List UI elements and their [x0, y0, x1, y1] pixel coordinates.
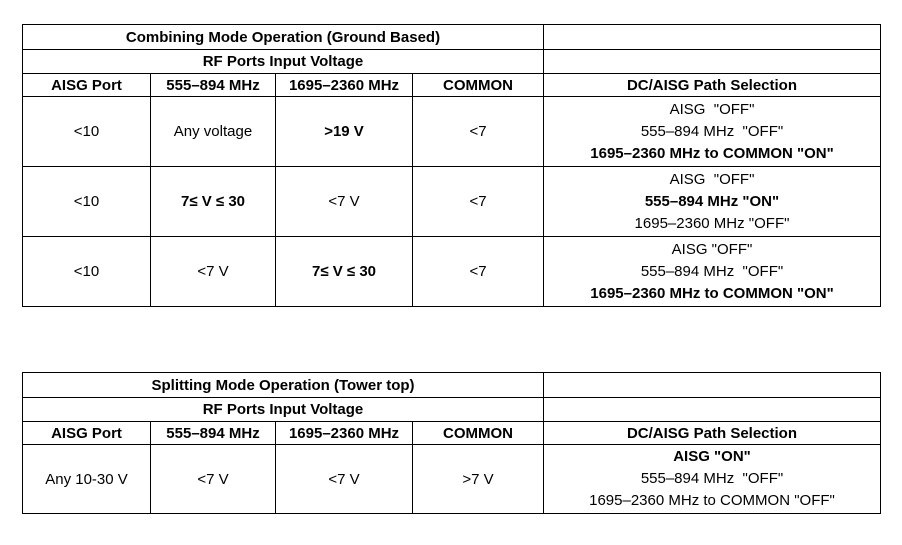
table-row: Any 10-30 V <7 V <7 V >7 V AISG "ON" 555…	[22, 444, 881, 514]
cell-1695-2360: 7≤ V ≤ 30	[275, 236, 413, 307]
cell-path-selection: AISG "OFF" 555–894 MHz "OFF" 1695–2360 M…	[543, 96, 881, 167]
table-title: Splitting Mode Operation (Tower top)	[22, 372, 544, 398]
cell-aisg-port: <10	[22, 236, 151, 307]
path-selection-line: AISG "ON"	[673, 448, 751, 465]
path-selection-line: 555–894 MHz "ON"	[644, 192, 780, 210]
path-selection-line: AISG "OFF"	[671, 240, 753, 258]
table-subtitle: RF Ports Input Voltage	[22, 397, 544, 422]
splitting-mode-table: Splitting Mode Operation (Tower top) RF …	[22, 372, 881, 514]
path-selection-line: 1695–2360 MHz to COMMON "OFF"	[589, 492, 835, 509]
table-title: Combining Mode Operation (Ground Based)	[22, 24, 544, 50]
spacer-cell	[543, 372, 881, 398]
path-selection-line: 555–894 MHz "OFF"	[640, 470, 784, 487]
column-header-common: COMMON	[412, 421, 544, 445]
table-row: <10 Any voltage >19 V <7 AISG "OFF" 555–…	[22, 96, 881, 167]
combining-mode-table: Combining Mode Operation (Ground Based) …	[22, 24, 881, 307]
cell-555-894: Any voltage	[150, 96, 276, 167]
cell-1695-2360: >19 V	[275, 96, 413, 167]
table-subtitle-row: RF Ports Input Voltage	[22, 49, 881, 74]
cell-aisg-port: Any 10-30 V	[22, 444, 151, 514]
spacer-cell	[543, 397, 881, 422]
path-selection-line: AISG "OFF"	[669, 100, 755, 118]
cell-555-894: 7≤ V ≤ 30	[150, 166, 276, 237]
path-selection-line: 1695–2360 MHz to COMMON "ON"	[590, 144, 834, 162]
column-header-row: AISG Port 555–894 MHz 1695–2360 MHz COMM…	[22, 421, 881, 445]
column-header-path-selection: DC/AISG Path Selection	[543, 73, 881, 97]
path-selection-line: 555–894 MHz "OFF"	[640, 262, 784, 280]
table-title-row: Combining Mode Operation (Ground Based)	[22, 24, 881, 50]
column-header-row: AISG Port 555–894 MHz 1695–2360 MHz COMM…	[22, 73, 881, 97]
cell-aisg-port: <10	[22, 96, 151, 167]
cell-1695-2360: <7 V	[275, 166, 413, 237]
spacer-cell	[543, 24, 881, 50]
cell-555-894: <7 V	[150, 444, 276, 514]
path-selection-line: 1695–2360 MHz to COMMON "ON"	[590, 284, 834, 302]
path-selection-line: 1695–2360 MHz "OFF"	[634, 214, 790, 232]
cell-aisg-port: <10	[22, 166, 151, 237]
cell-common: >7 V	[412, 444, 544, 514]
table-row: <10 7≤ V ≤ 30 <7 V <7 AISG "OFF" 555–894…	[22, 166, 881, 237]
column-header-common: COMMON	[412, 73, 544, 97]
cell-path-selection: AISG "OFF" 555–894 MHz "ON" 1695–2360 MH…	[543, 166, 881, 237]
cell-path-selection: AISG "ON" 555–894 MHz "OFF" 1695–2360 MH…	[543, 444, 881, 514]
cell-path-selection: AISG "OFF" 555–894 MHz "OFF" 1695–2360 M…	[543, 236, 881, 307]
table-title-row: Splitting Mode Operation (Tower top)	[22, 372, 881, 398]
path-selection-line: AISG "OFF"	[669, 170, 755, 188]
column-header-path-selection: DC/AISG Path Selection	[543, 421, 881, 445]
spacer-cell	[543, 49, 881, 74]
cell-common: <7	[412, 166, 544, 237]
table-subtitle: RF Ports Input Voltage	[22, 49, 544, 74]
column-header-aisg-port: AISG Port	[22, 73, 151, 97]
cell-common: <7	[412, 96, 544, 167]
path-selection-line: 555–894 MHz "OFF"	[640, 122, 784, 140]
column-header-555-894: 555–894 MHz	[150, 421, 276, 445]
table-row: <10 <7 V 7≤ V ≤ 30 <7 AISG "OFF" 555–894…	[22, 236, 881, 307]
cell-1695-2360: <7 V	[275, 444, 413, 514]
column-header-aisg-port: AISG Port	[22, 421, 151, 445]
column-header-1695-2360: 1695–2360 MHz	[275, 73, 413, 97]
column-header-1695-2360: 1695–2360 MHz	[275, 421, 413, 445]
column-header-555-894: 555–894 MHz	[150, 73, 276, 97]
table-subtitle-row: RF Ports Input Voltage	[22, 397, 881, 422]
cell-common: <7	[412, 236, 544, 307]
cell-555-894: <7 V	[150, 236, 276, 307]
